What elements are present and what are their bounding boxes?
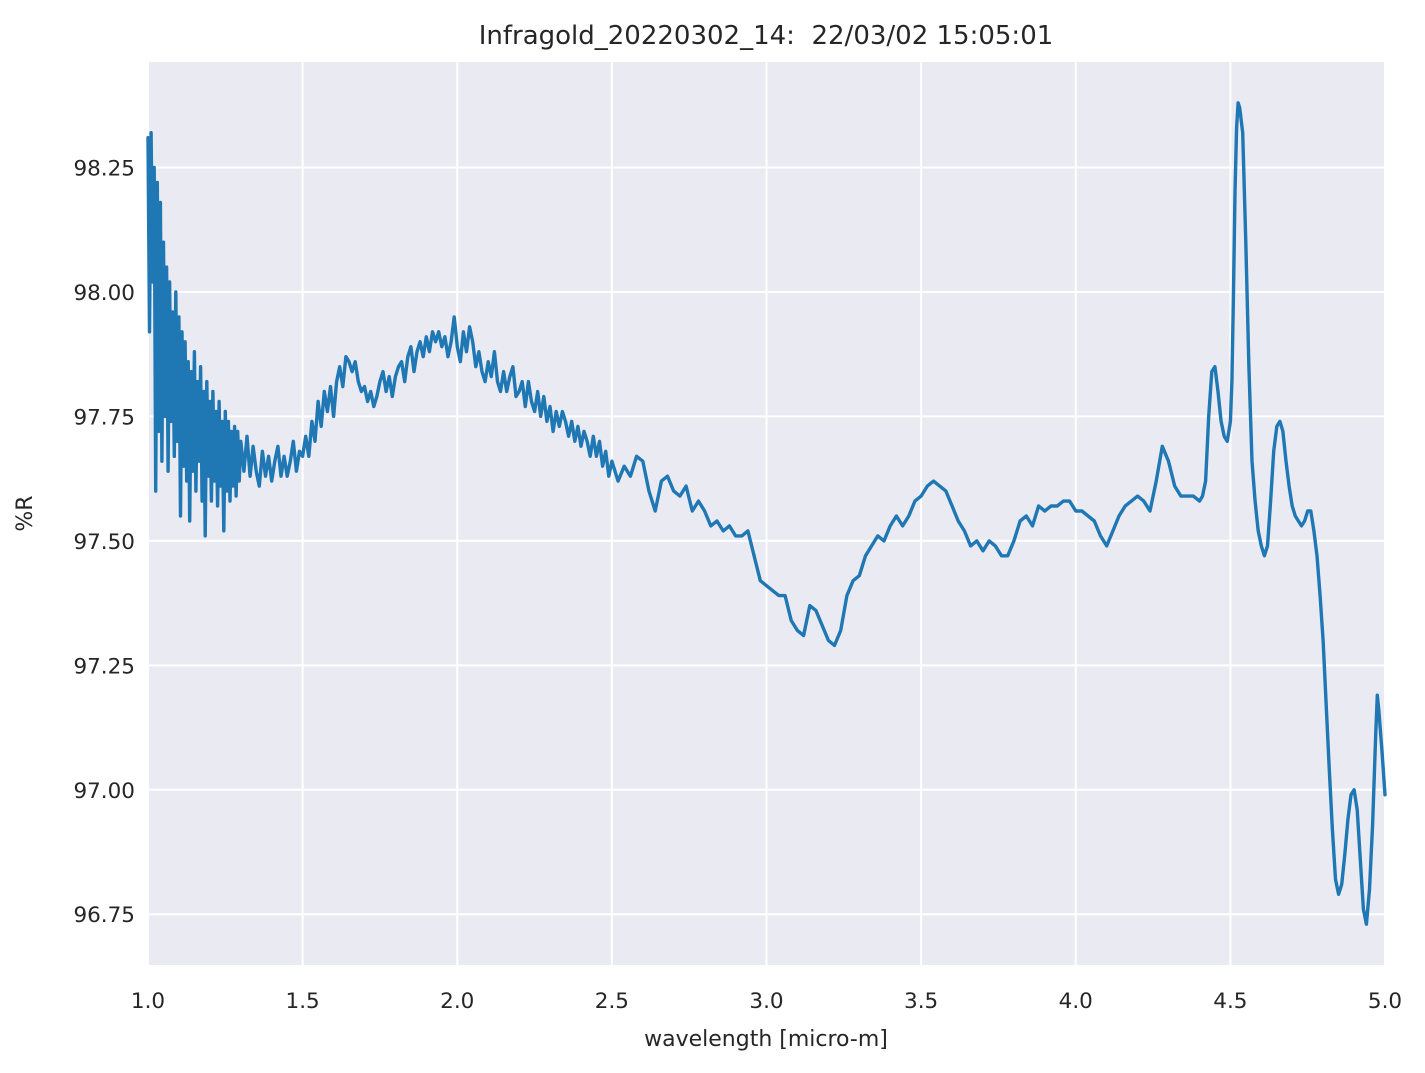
x-tick-label: 5.0 (1368, 989, 1402, 1014)
y-axis-label: %R (13, 495, 38, 531)
y-tick-label: 96.75 (73, 903, 135, 928)
x-tick-label: 2.0 (440, 989, 474, 1014)
y-tick-label: 97.75 (73, 405, 135, 430)
x-tick-label: 3.5 (904, 989, 938, 1014)
y-axis-ticks: 96.75 97.00 97.25 97.50 97.75 98.00 98.25 (73, 157, 135, 929)
x-tick-label: 4.0 (1059, 989, 1093, 1014)
y-tick-label: 98.00 (73, 281, 135, 306)
x-axis-ticks: 1.0 1.5 2.0 2.5 3.0 3.5 4.0 4.5 5.0 (131, 989, 1402, 1014)
y-tick-label: 98.25 (73, 157, 135, 182)
x-tick-label: 4.5 (1213, 989, 1247, 1014)
reflectance-line (146, 101, 1387, 926)
x-tick-label: 3.0 (749, 989, 783, 1014)
chart-title: Infragold_20220302_14: 22/03/02 15:05:01 (479, 21, 1054, 51)
y-tick-label: 97.00 (73, 779, 135, 804)
y-tick-label: 97.50 (73, 530, 135, 555)
x-tick-label: 1.0 (131, 989, 165, 1014)
y-tick-label: 97.25 (73, 654, 135, 679)
x-axis-label: wavelength [micro-m] (644, 1027, 888, 1052)
x-tick-label: 2.5 (595, 989, 629, 1014)
gridlines (147, 62, 1386, 965)
x-tick-label: 1.5 (286, 989, 320, 1014)
